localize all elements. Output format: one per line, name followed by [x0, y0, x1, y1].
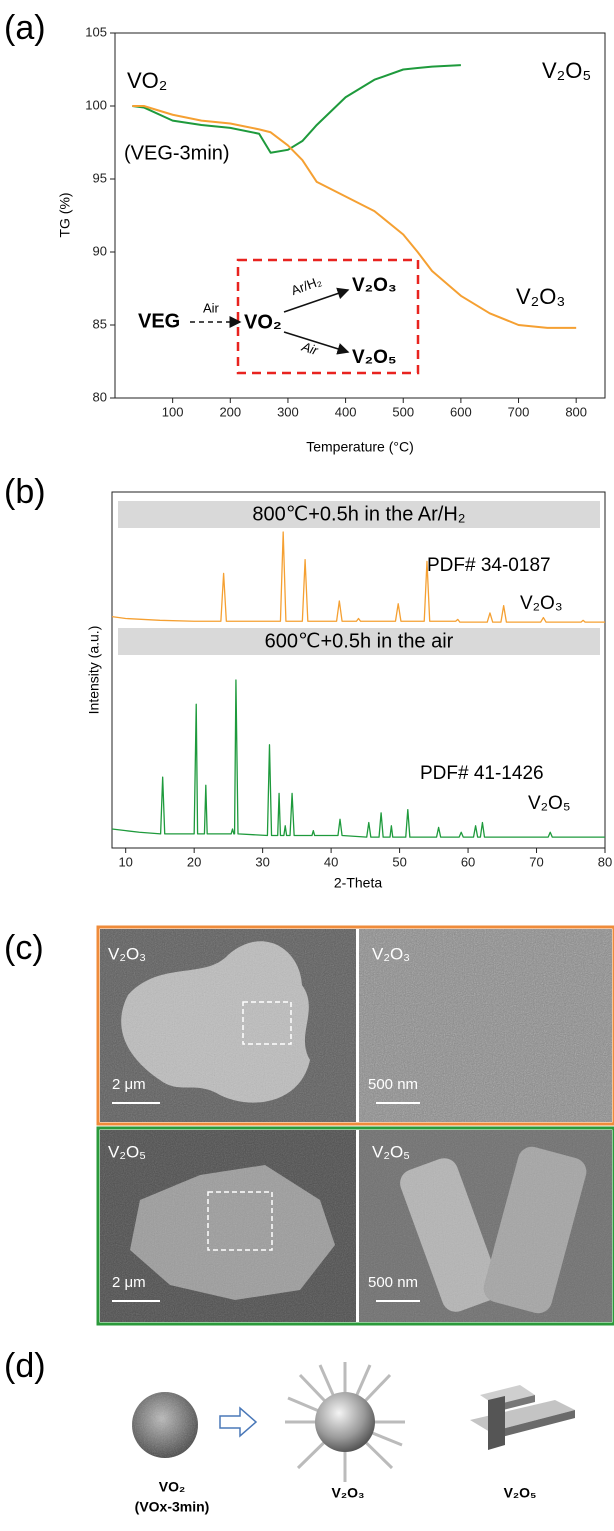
- panel-label: (a): [4, 9, 46, 47]
- banner-text: 800℃+0.5h in the Ar/H₂: [252, 503, 465, 525]
- x-tick-label: 800: [565, 404, 587, 419]
- y-tick-label: 90: [93, 243, 107, 258]
- panel-label: (b): [4, 473, 46, 511]
- annotation: VO₂: [127, 68, 167, 93]
- x-tick-label: 200: [219, 404, 241, 419]
- scale-bar-label: 500 nm: [368, 1076, 418, 1093]
- x-tick-label: 600: [450, 404, 472, 419]
- x-axis-label: 2-Theta: [334, 875, 382, 891]
- banner-text: 600℃+0.5h in the air: [265, 630, 454, 652]
- x-tick-label: 700: [508, 404, 530, 419]
- scheme-label: V₂O₃: [352, 275, 397, 296]
- reference-label: PDF# 41-1426: [420, 763, 544, 784]
- schematic-label: VO₂: [159, 1479, 185, 1495]
- x-tick-label: 30: [255, 854, 269, 869]
- scheme-label: V₂O₅: [352, 347, 397, 368]
- x-tick-label: 40: [324, 854, 338, 869]
- y-axis-label: TG (%): [57, 192, 73, 237]
- schematic-label: (VOx-3min): [135, 1499, 210, 1515]
- y-tick-label: 85: [93, 316, 107, 331]
- x-tick-label: 10: [118, 854, 132, 869]
- texture: [132, 1392, 198, 1458]
- scale-bar-label: 2 μm: [112, 1274, 146, 1291]
- panel-label: (d): [4, 1347, 46, 1385]
- panel-label: (c): [4, 929, 44, 967]
- x-axis-label: Temperature (°C): [306, 439, 414, 455]
- schematic-label: V₂O₅: [504, 1485, 537, 1501]
- sem-panel: V₂O₃ V₂O₃ 2 μm 500 nm V₂O₅ V₂O₅ 2 μm 500…: [98, 927, 614, 1324]
- scheme-label: VEG: [138, 310, 180, 332]
- image-label: V₂O₅: [372, 1142, 410, 1161]
- x-tick-label: 400: [335, 404, 357, 419]
- image-label: V₂O₃: [108, 944, 146, 963]
- y-tick-label: 95: [93, 170, 107, 185]
- v2o3-particle: [315, 1392, 375, 1452]
- x-tick-label: 50: [392, 854, 406, 869]
- y-axis-label: Intensity (a.u.): [86, 626, 102, 715]
- series-label: V₂O₃: [516, 284, 565, 309]
- x-tick-label: 100: [162, 404, 184, 419]
- page: {"panel_labels": ["(a)", "(b)", "(c)", "…: [0, 0, 614, 1526]
- series-label: V₂O₅: [528, 793, 570, 814]
- y-tick-label: 100: [85, 97, 107, 112]
- y-tick-label: 105: [85, 24, 107, 39]
- scale-bar-label: 500 nm: [368, 1274, 418, 1291]
- scheme-label: VO₂: [244, 311, 282, 333]
- x-tick-label: 500: [392, 404, 414, 419]
- reference-label: PDF# 34-0187: [427, 555, 551, 576]
- x-tick-label: 70: [529, 854, 543, 869]
- y-tick-label: 80: [93, 389, 107, 404]
- image-label: V₂O₅: [108, 1142, 146, 1161]
- x-tick-label: 60: [461, 854, 475, 869]
- series-label: V₂O₅: [542, 58, 591, 83]
- scheme-label: Air: [203, 300, 220, 315]
- x-tick-label: 80: [598, 854, 612, 869]
- figure: (a) (b) (c) (d) Temperature (°C) TG (%) …: [0, 0, 614, 1526]
- image-label: V₂O₃: [372, 944, 410, 963]
- scale-bar-label: 2 μm: [112, 1076, 146, 1093]
- series-label: V₂O₃: [520, 593, 563, 614]
- plate: [488, 1396, 505, 1450]
- schematic-label: V₂O₃: [332, 1485, 365, 1501]
- annotation: (VEG-3min): [124, 142, 230, 164]
- x-tick-label: 20: [187, 854, 201, 869]
- x-tick-label: 300: [277, 404, 299, 419]
